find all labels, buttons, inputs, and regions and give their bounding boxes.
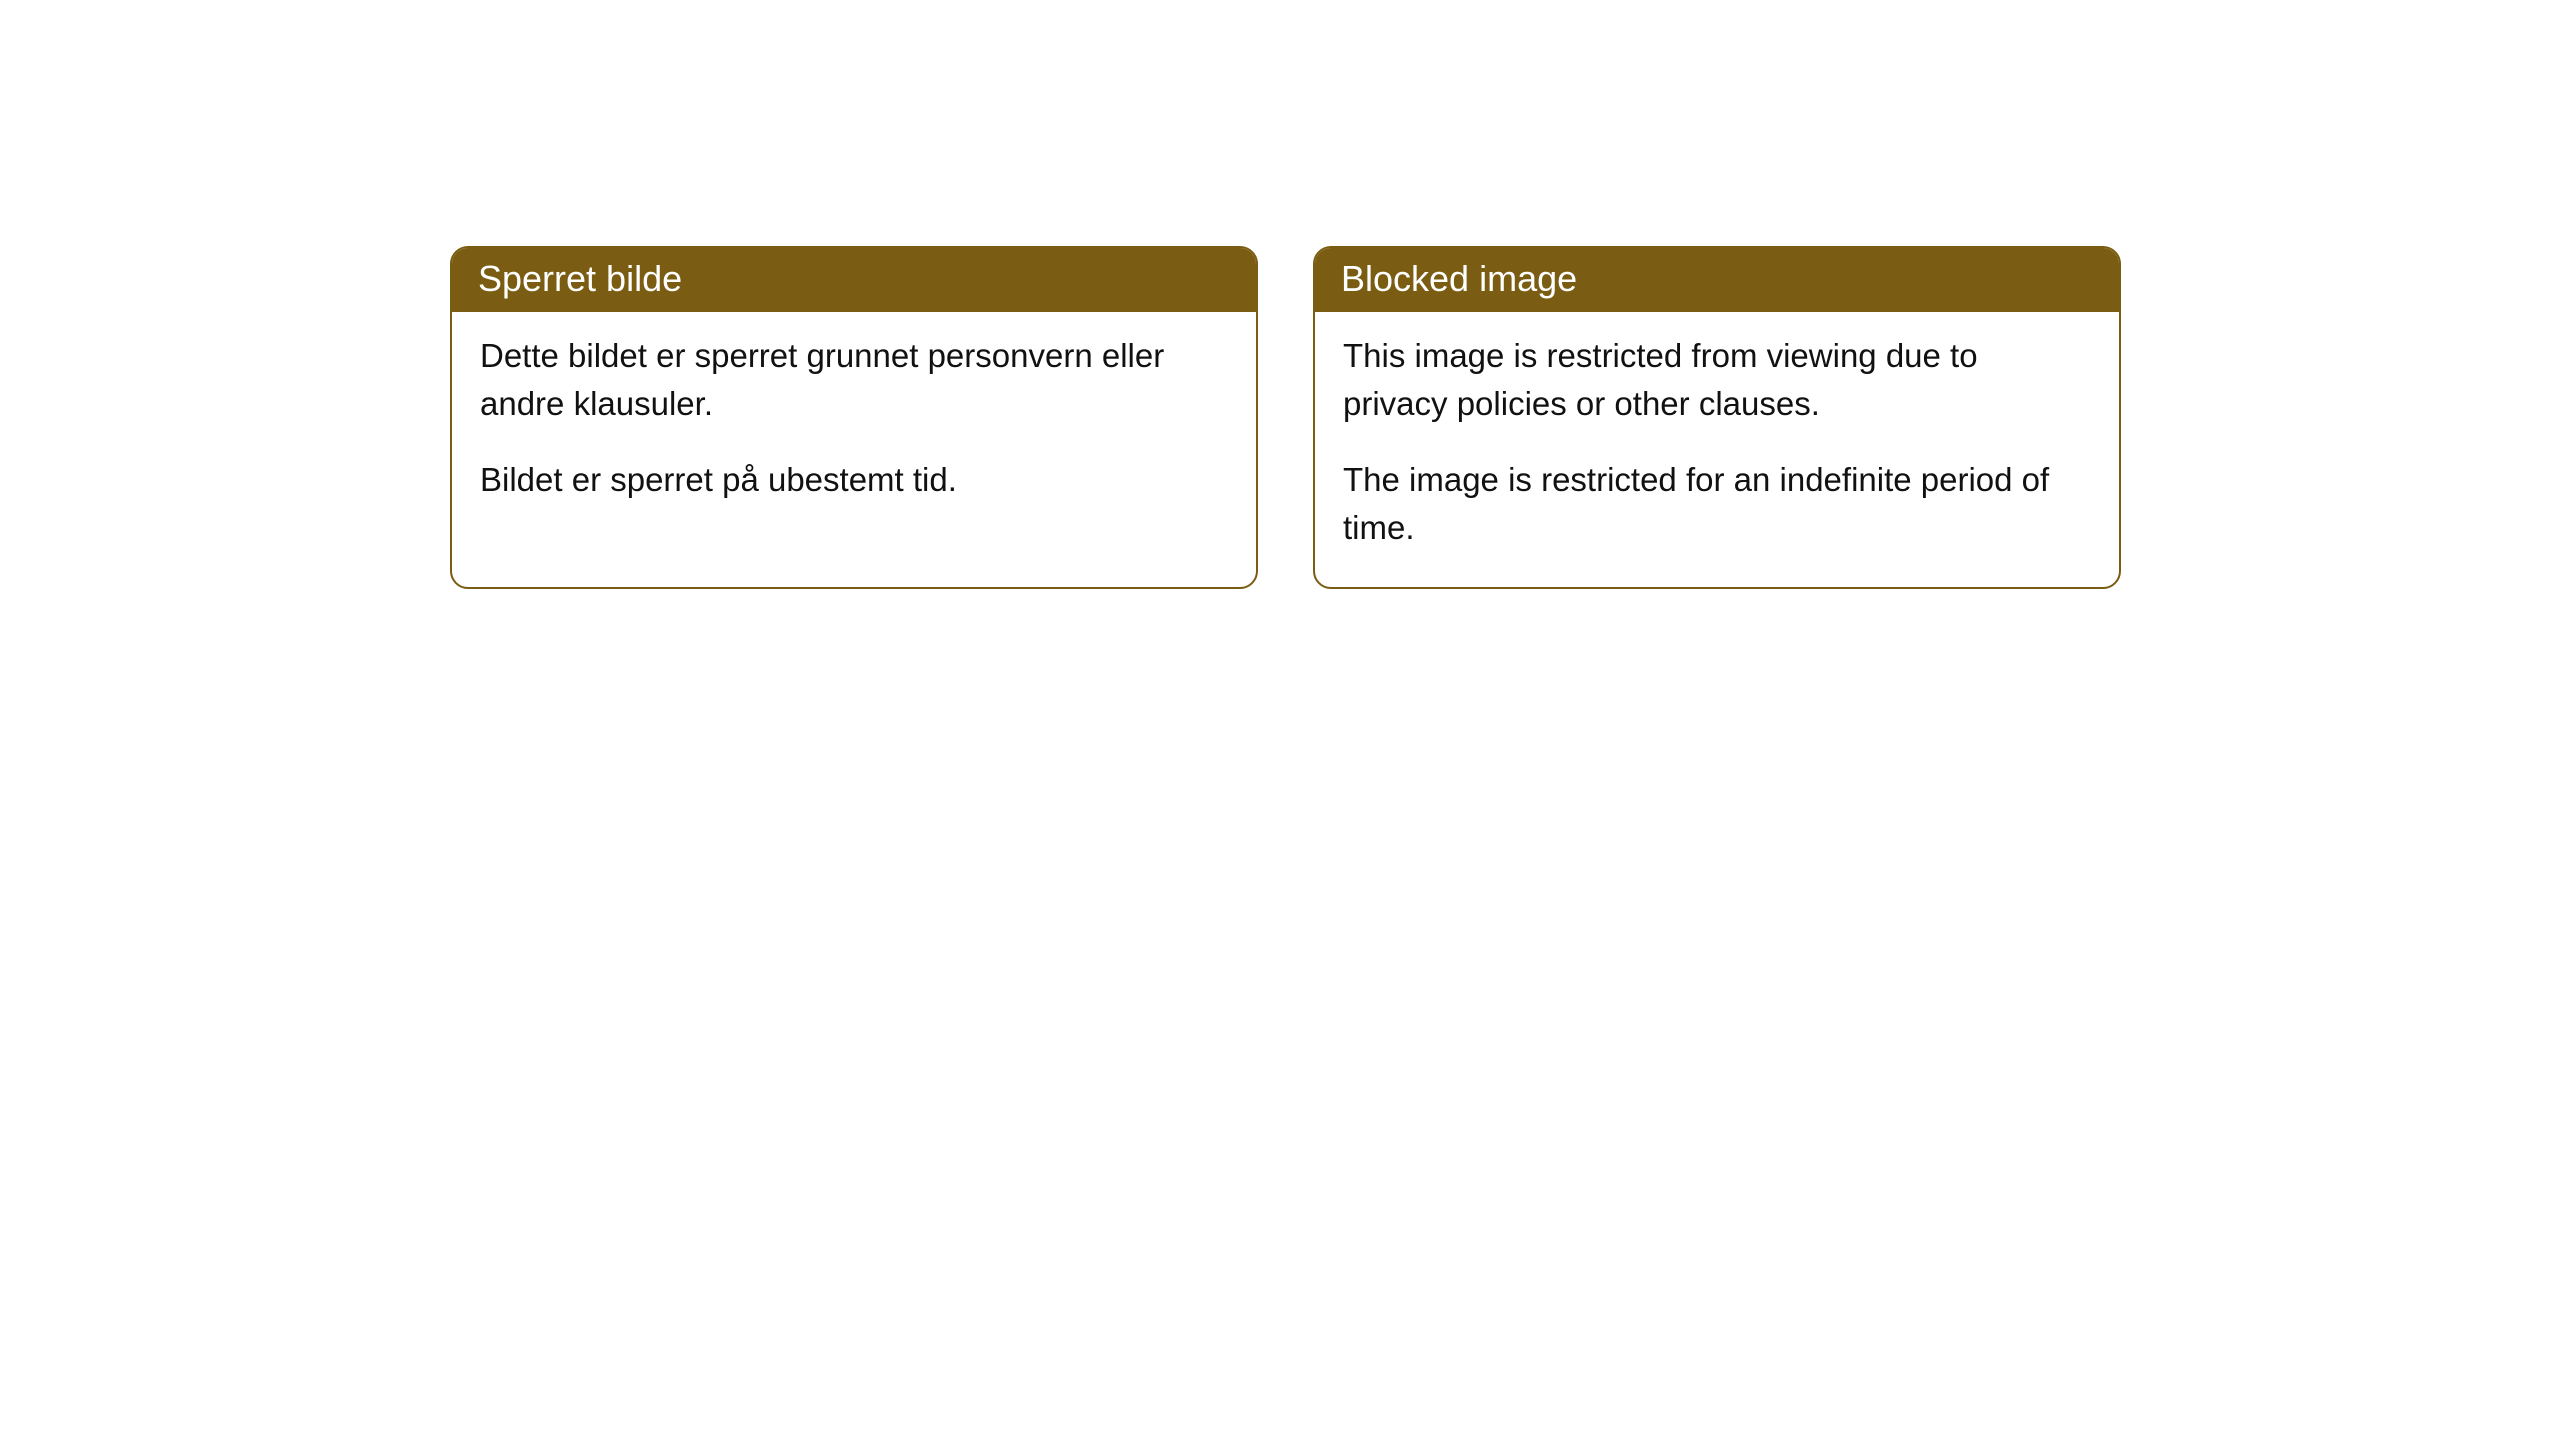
notice-header: Sperret bilde (452, 248, 1256, 312)
notice-paragraph: Bildet er sperret på ubestemt tid. (480, 456, 1228, 504)
notice-paragraph: The image is restricted for an indefinit… (1343, 456, 2091, 552)
notice-card-english: Blocked image This image is restricted f… (1313, 246, 2121, 589)
notice-container: Sperret bilde Dette bildet er sperret gr… (450, 246, 2121, 589)
notice-header: Blocked image (1315, 248, 2119, 312)
notice-body: Dette bildet er sperret grunnet personve… (452, 312, 1256, 540)
notice-body: This image is restricted from viewing du… (1315, 312, 2119, 587)
notice-card-norwegian: Sperret bilde Dette bildet er sperret gr… (450, 246, 1258, 589)
notice-paragraph: This image is restricted from viewing du… (1343, 332, 2091, 428)
notice-paragraph: Dette bildet er sperret grunnet personve… (480, 332, 1228, 428)
